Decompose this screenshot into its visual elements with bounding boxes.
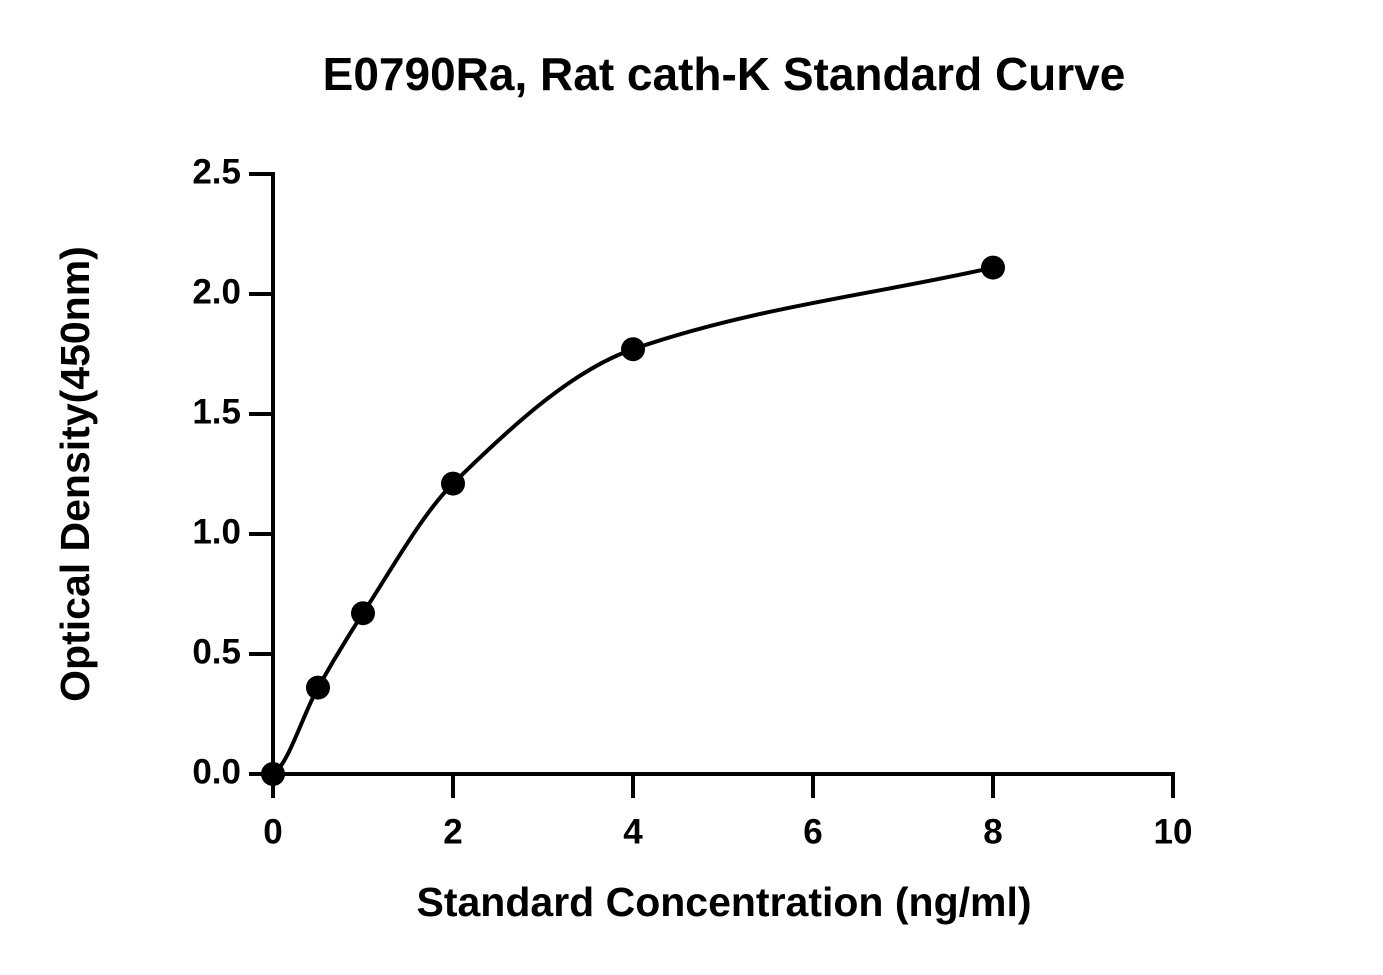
x-tick-label: 4 [623, 812, 643, 851]
y-tick-label: 2.0 [192, 272, 241, 311]
x-tick-label: 10 [1154, 812, 1193, 851]
x-tick-label: 6 [803, 812, 822, 851]
x-tick-label: 0 [263, 812, 282, 851]
data-point [351, 601, 375, 626]
y-tick-label: 0.5 [192, 632, 241, 671]
data-point [441, 471, 465, 496]
data-point [981, 255, 1005, 280]
y-tick-label: 0.0 [192, 752, 241, 791]
chart-title: E0790Ra, Rat cath-K Standard Curve [323, 48, 1126, 100]
x-tick-label: 8 [983, 812, 1002, 851]
x-axis-title: Standard Concentration (ng/ml) [417, 879, 1032, 925]
y-axis-title: Optical Density(450nm) [52, 246, 98, 702]
y-tick-label: 2.5 [192, 152, 241, 191]
data-point [261, 762, 285, 786]
data-point [306, 675, 330, 700]
x-tick-label: 2 [443, 812, 462, 851]
y-tick-label: 1.5 [192, 392, 241, 431]
data-point [621, 337, 645, 362]
y-tick-label: 1.0 [192, 512, 241, 551]
